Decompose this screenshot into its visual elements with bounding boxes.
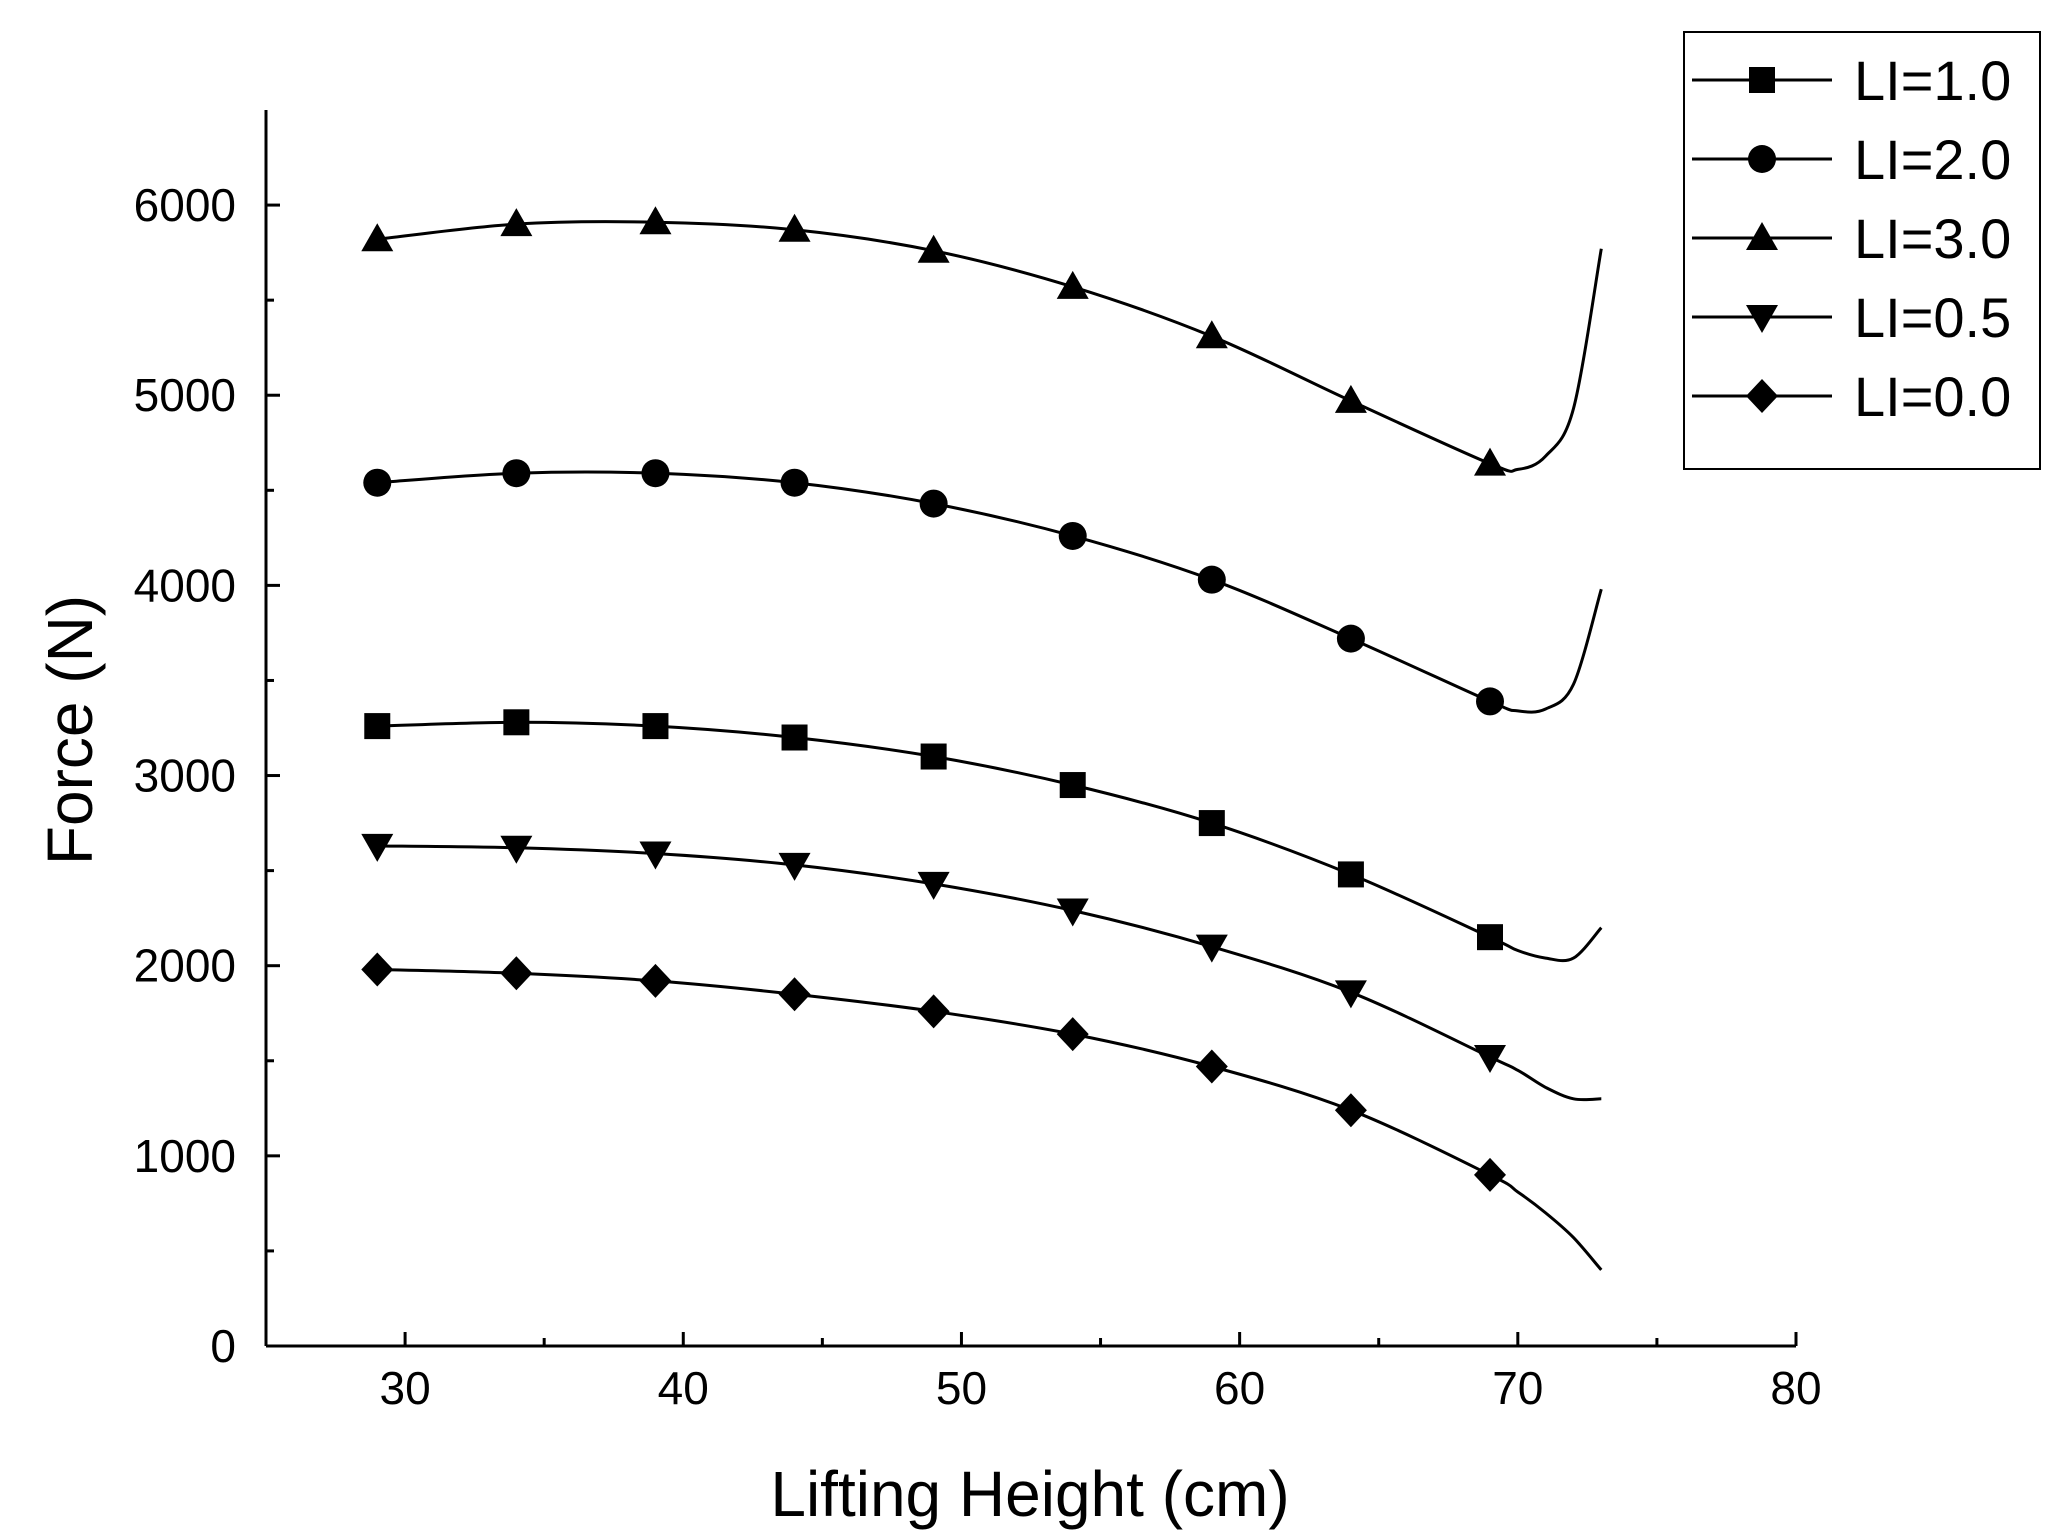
data-point-li-0-0 xyxy=(361,952,394,987)
data-point-li-2-0 xyxy=(1336,624,1365,653)
y-tick-label: 4000 xyxy=(134,559,236,611)
series-li-0-5 xyxy=(361,833,1602,1102)
series-li-2-0 xyxy=(363,459,1603,716)
data-point-li-2-0 xyxy=(919,489,948,518)
x-tick-label: 40 xyxy=(658,1362,709,1414)
y-tick-label: 5000 xyxy=(134,369,236,421)
data-point-li-0-5 xyxy=(778,852,811,881)
data-point-li-1-0 xyxy=(1198,810,1225,837)
data-point-li-2-0 xyxy=(363,468,392,497)
x-tick-label: 60 xyxy=(1214,1362,1265,1414)
data-point-li-0-0 xyxy=(1334,1093,1367,1128)
data-point-li-2-0 xyxy=(1058,521,1087,550)
data-point-li-0-5 xyxy=(639,841,672,870)
data-point-li-0-5 xyxy=(500,835,533,864)
data-point-li-0-5 xyxy=(1474,1044,1506,1073)
data-point-li-2-0 xyxy=(780,468,809,497)
data-point-li-1-0 xyxy=(503,709,530,736)
legend: LI=1.0 LI=2.0 LI=3.0 LI=0.5 LI=0.0 xyxy=(1683,31,2041,470)
legend-marker-li-0-0 xyxy=(1746,379,1778,413)
data-point-li-1-0 xyxy=(1059,772,1086,799)
legend-marker-li-0-5 xyxy=(1746,305,1778,333)
data-point-li-1-0 xyxy=(642,713,669,740)
data-point-li-2-0 xyxy=(1197,565,1226,594)
legend-label-li-0-0: LI=0.0 xyxy=(1854,365,2011,428)
data-point-li-2-0 xyxy=(502,459,531,488)
x-axis-title: Lifting Height (cm) xyxy=(770,1458,1289,1530)
y-tick-label: 2000 xyxy=(134,940,236,992)
data-point-li-0-5 xyxy=(1334,980,1367,1009)
series-li-0-0 xyxy=(361,952,1603,1271)
legend-label-li-0-5: LI=0.5 xyxy=(1854,286,2011,349)
data-point-li-3-0 xyxy=(1056,270,1089,299)
y-tick-label: 0 xyxy=(210,1320,236,1372)
y-tick-label: 1000 xyxy=(134,1130,236,1182)
series-line-li-0-0 xyxy=(377,968,1603,1271)
data-point-li-1-0 xyxy=(1477,924,1503,951)
x-tick-label: 50 xyxy=(936,1362,987,1414)
legend-marker-li-3-0 xyxy=(1746,222,1778,250)
y-tick-label: 3000 xyxy=(134,750,236,802)
legend-label-li-1-0: LI=1.0 xyxy=(1854,49,2011,112)
data-point-li-0-0 xyxy=(639,963,672,998)
data-point-li-0-0 xyxy=(1056,1017,1089,1052)
data-point-li-3-0 xyxy=(1474,447,1506,476)
data-point-li-3-0 xyxy=(1334,384,1367,413)
data-point-li-0-0 xyxy=(917,994,950,1029)
data-point-li-0-0 xyxy=(778,977,811,1012)
data-point-li-0-0 xyxy=(500,956,533,991)
data-point-li-0-0 xyxy=(1474,1157,1506,1192)
x-tick-label: 30 xyxy=(380,1362,431,1414)
data-point-li-3-0 xyxy=(1195,320,1228,349)
legend-marker-li-1-0 xyxy=(1749,67,1775,93)
series-layer xyxy=(361,206,1603,1271)
legend-marker-li-2-0 xyxy=(1748,145,1776,173)
data-point-li-1-0 xyxy=(920,743,947,770)
x-tick-label: 80 xyxy=(1770,1362,1821,1414)
x-tick-label: 70 xyxy=(1492,1362,1543,1414)
series-li-1-0 xyxy=(364,709,1603,963)
data-point-li-2-0 xyxy=(1476,687,1504,716)
data-point-li-1-0 xyxy=(364,713,391,740)
series-li-3-0 xyxy=(361,206,1603,476)
data-point-li-2-0 xyxy=(641,459,670,488)
data-point-li-3-0 xyxy=(639,206,672,235)
y-tick-label: 6000 xyxy=(134,179,236,231)
data-point-li-3-0 xyxy=(500,208,533,237)
data-point-li-0-5 xyxy=(1195,934,1228,963)
data-point-li-3-0 xyxy=(361,223,394,252)
legend-label-li-3-0: LI=3.0 xyxy=(1854,207,2011,270)
data-point-li-1-0 xyxy=(1337,861,1364,888)
data-point-li-1-0 xyxy=(781,724,808,751)
y-axis-title: Force (N) xyxy=(34,595,106,865)
data-point-li-0-5 xyxy=(1056,898,1089,927)
data-point-li-0-5 xyxy=(917,871,950,900)
legend-label-li-2-0: LI=2.0 xyxy=(1854,128,2011,191)
series-line-li-1-0 xyxy=(377,720,1603,963)
series-line-li-0-5 xyxy=(377,844,1602,1102)
data-point-li-3-0 xyxy=(778,213,811,242)
data-point-li-0-0 xyxy=(1195,1049,1228,1084)
axes: 30 40 50 60 70 80 0 1000 2000 3000 4000 5000 6000 xyxy=(134,110,1822,1414)
data-point-li-3-0 xyxy=(917,234,950,263)
data-point-li-0-5 xyxy=(361,833,394,862)
